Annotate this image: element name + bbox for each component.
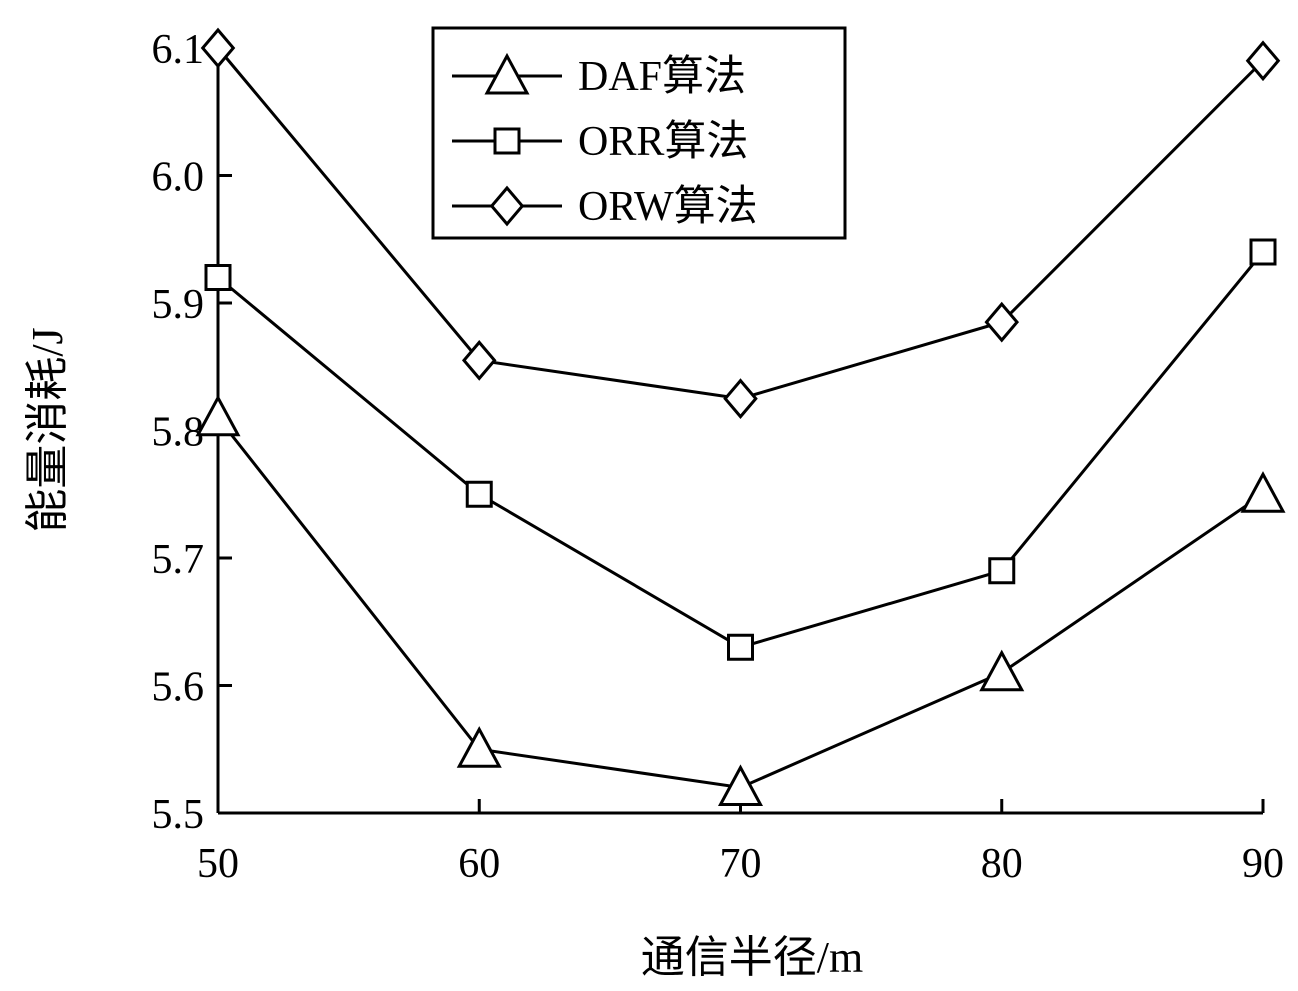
- data-point-diamond: [984, 301, 1020, 343]
- data-point-triangle: [456, 726, 502, 768]
- series-group: [195, 27, 1286, 806]
- legend-marker-triangle: [484, 52, 530, 95]
- data-point-diamond: [200, 27, 236, 69]
- y-tick-label: 6.0: [152, 155, 205, 201]
- legend-label: ORR算法: [578, 119, 748, 165]
- y-tick-label: 5.8: [152, 410, 205, 456]
- x-tick-label: 70: [720, 841, 762, 887]
- legend-item: ORW算法: [452, 184, 758, 230]
- data-point-triangle: [717, 764, 764, 806]
- x-tick-label: 50: [197, 841, 239, 887]
- series-diamond: [200, 27, 1281, 419]
- series-line: [217, 251, 1265, 649]
- legend-item: ORR算法: [452, 119, 748, 165]
- data-point-diamond: [723, 378, 758, 419]
- data-point-triangle: [979, 649, 1025, 692]
- data-point-diamond: [1245, 40, 1281, 82]
- legend-label: DAF算法: [578, 54, 746, 100]
- y-tick-label: 5.7: [152, 537, 205, 583]
- data-point-triangle: [195, 394, 241, 437]
- legend-item: DAF算法: [452, 52, 746, 100]
- legend-marker-square: [493, 127, 521, 155]
- y-axis-label: 能量消耗/J: [23, 327, 72, 532]
- y-tick-label: 5.5: [152, 792, 205, 838]
- series-line: [216, 416, 1264, 790]
- y-tick-label: 6.1: [152, 27, 205, 73]
- data-point-square: [988, 557, 1016, 585]
- legend: DAF算法 ORR算法 ORW算法: [431, 26, 847, 240]
- series-triangle: [195, 394, 1286, 806]
- data-point-square: [204, 264, 232, 291]
- data-point-square: [727, 633, 754, 661]
- series-square: [204, 238, 1277, 661]
- y-tick-label: 5.9: [152, 282, 205, 328]
- x-tick-label: 80: [981, 841, 1023, 887]
- data-point-square: [465, 480, 493, 508]
- data-point-square: [1249, 238, 1277, 266]
- x-axis-label: 通信半径/m: [641, 933, 863, 982]
- legend-label: ORW算法: [578, 184, 758, 230]
- x-axis-ticks: 50 60 70 80 90: [197, 799, 1284, 887]
- x-tick-label: 90: [1242, 841, 1284, 887]
- data-point-diamond: [461, 340, 497, 381]
- data-point-triangle: [1240, 471, 1286, 513]
- x-tick-label: 60: [458, 841, 500, 887]
- y-axis-ticks: 5.5 5.6 5.7 5.8 5.9 6.0 6.1: [152, 27, 232, 838]
- legend-marker-diamond: [489, 185, 525, 227]
- y-tick-label: 5.6: [152, 665, 205, 711]
